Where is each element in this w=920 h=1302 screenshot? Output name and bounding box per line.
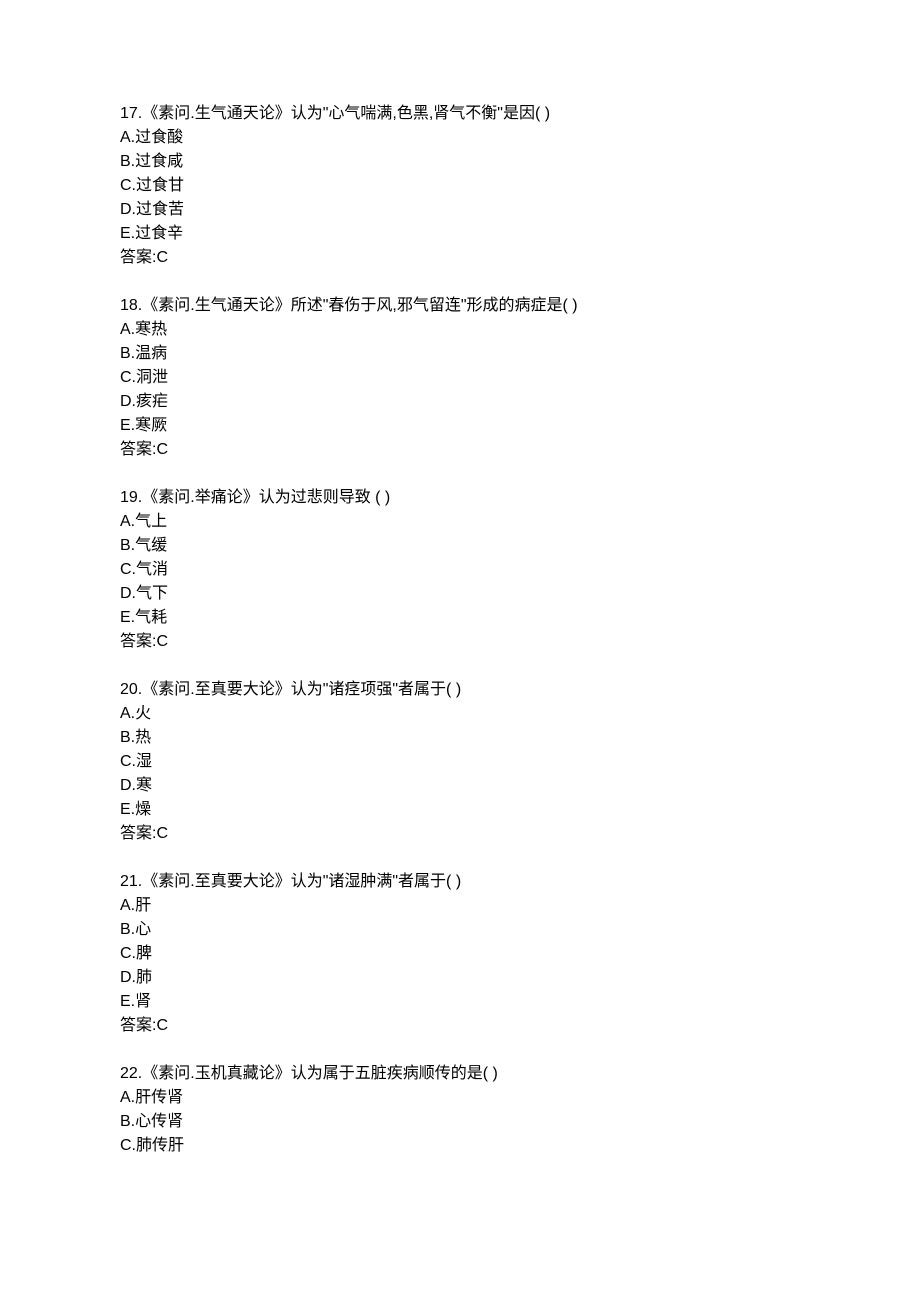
- question-option: B.气缓: [120, 534, 920, 558]
- question-answer: 答案:C: [120, 246, 920, 270]
- question-answer: 答案:C: [120, 630, 920, 654]
- document-body: 17.《素问.生气通天论》认为"心气喘满,色黑,肾气不衡"是因( )A.过食酸B…: [120, 102, 920, 1158]
- answer-prefix: 答案:: [120, 441, 156, 458]
- question-option: D.肺: [120, 966, 920, 990]
- question-option: E.燥: [120, 798, 920, 822]
- answer-prefix: 答案:: [120, 1017, 156, 1034]
- question-option: B.心传肾: [120, 1110, 920, 1134]
- question-option: A.肝传肾: [120, 1086, 920, 1110]
- question-option: A.肝: [120, 894, 920, 918]
- question-option: E.气耗: [120, 606, 920, 630]
- question-stem: 19.《素问.举痛论》认为过悲则导致 ( ): [120, 486, 920, 510]
- question-block: 21.《素问.至真要大论》认为"诸湿肿满"者属于( )A.肝B.心C.脾D.肺E…: [120, 870, 920, 1038]
- question-stem: 22.《素问.玉机真藏论》认为属于五脏疾病顺传的是( ): [120, 1062, 920, 1086]
- question-option: D.痎疟: [120, 390, 920, 414]
- question-block: 22.《素问.玉机真藏论》认为属于五脏疾病顺传的是( )A.肝传肾B.心传肾C.…: [120, 1062, 920, 1158]
- answer-value: C: [156, 633, 168, 650]
- question-option: C.气消: [120, 558, 920, 582]
- answer-prefix: 答案:: [120, 249, 156, 266]
- question-block: 18.《素问.生气通天论》所述"春伤于风,邪气留连"形成的病症是( )A.寒热B…: [120, 294, 920, 462]
- answer-value: C: [156, 825, 168, 842]
- question-option: D.气下: [120, 582, 920, 606]
- answer-prefix: 答案:: [120, 633, 156, 650]
- question-option: D.寒: [120, 774, 920, 798]
- question-answer: 答案:C: [120, 1014, 920, 1038]
- answer-value: C: [156, 249, 168, 266]
- question-option: B.热: [120, 726, 920, 750]
- question-option: B.温病: [120, 342, 920, 366]
- question-block: 19.《素问.举痛论》认为过悲则导致 ( )A.气上B.气缓C.气消D.气下E.…: [120, 486, 920, 654]
- question-option: E.肾: [120, 990, 920, 1014]
- question-option: A.火: [120, 702, 920, 726]
- question-block: 20.《素问.至真要大论》认为"诸痉项强"者属于( )A.火B.热C.湿D.寒E…: [120, 678, 920, 846]
- answer-prefix: 答案:: [120, 825, 156, 842]
- question-answer: 答案:C: [120, 822, 920, 846]
- question-option: C.洞泄: [120, 366, 920, 390]
- question-answer: 答案:C: [120, 438, 920, 462]
- question-option: C.湿: [120, 750, 920, 774]
- question-stem: 17.《素问.生气通天论》认为"心气喘满,色黑,肾气不衡"是因( ): [120, 102, 920, 126]
- question-option: B.过食咸: [120, 150, 920, 174]
- question-option: C.过食甘: [120, 174, 920, 198]
- question-option: E.过食辛: [120, 222, 920, 246]
- question-option: C.脾: [120, 942, 920, 966]
- answer-value: C: [156, 1017, 168, 1034]
- question-stem: 21.《素问.至真要大论》认为"诸湿肿满"者属于( ): [120, 870, 920, 894]
- question-option: A.寒热: [120, 318, 920, 342]
- answer-value: C: [156, 441, 168, 458]
- question-option: A.气上: [120, 510, 920, 534]
- question-option: E.寒厥: [120, 414, 920, 438]
- question-option: A.过食酸: [120, 126, 920, 150]
- question-option: D.过食苦: [120, 198, 920, 222]
- question-stem: 20.《素问.至真要大论》认为"诸痉项强"者属于( ): [120, 678, 920, 702]
- question-option: B.心: [120, 918, 920, 942]
- question-stem: 18.《素问.生气通天论》所述"春伤于风,邪气留连"形成的病症是( ): [120, 294, 920, 318]
- question-block: 17.《素问.生气通天论》认为"心气喘满,色黑,肾气不衡"是因( )A.过食酸B…: [120, 102, 920, 270]
- question-option: C.肺传肝: [120, 1134, 920, 1158]
